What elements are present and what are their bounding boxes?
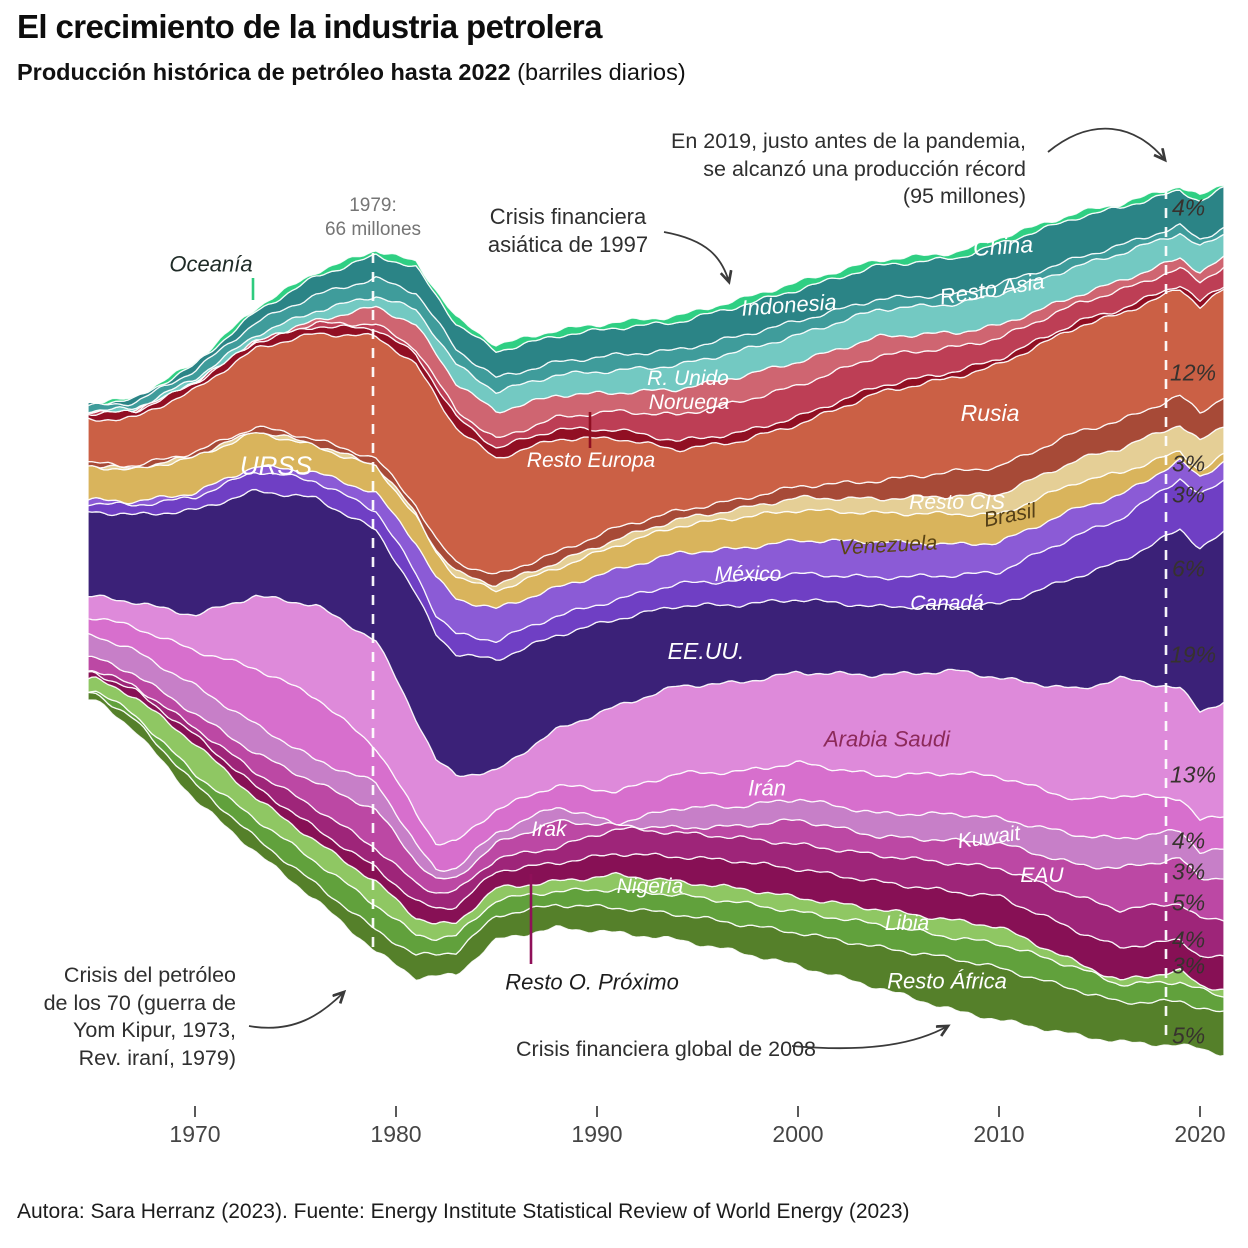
percent-label-12-resto-frica: 5% [1172, 1022, 1206, 1049]
annotation-arrow-record-2019 [1047, 127, 1165, 160]
header: El crecimiento de la industria petrolera… [17, 8, 1227, 86]
x-axis-label-2010: 2010 [973, 1121, 1025, 1147]
percent-label-3-brasil: 3% [1172, 481, 1206, 508]
x-axis-label-1970: 1970 [169, 1121, 221, 1147]
annotation-arrow-crisis-70 [248, 992, 344, 1029]
percent-label-7-ir-n: 4% [1172, 827, 1206, 854]
annotation-record-2019: En 2019, justo antes de la pandemia, se a… [670, 129, 1026, 209]
percent-label-5-ee-uu-: 19% [1170, 641, 1217, 668]
annotation-peak-1979: 1979: 66 millones [324, 195, 422, 241]
x-axis-label-1980: 1980 [370, 1121, 422, 1147]
footer-credit: Autora: Sara Herranz (2023). Fuente: Ene… [17, 1200, 910, 1223]
percent-label-2-resto-cis: 3% [1172, 450, 1206, 477]
x-axis-label-2020: 2020 [1174, 1121, 1226, 1147]
subtitle-bold: Producción histórica de petróleo hasta 2… [17, 59, 511, 85]
annotation-arrow-crisis-2008 [791, 1026, 948, 1050]
x-axis-label-2000: 2000 [772, 1121, 824, 1147]
percent-label-6-arabia-saudi: 13% [1170, 761, 1217, 788]
page-title: El crecimiento de la industria petrolera [17, 8, 602, 45]
annotation-arrow-crisis-asiatica [663, 231, 729, 282]
percent-label-4-canad-: 6% [1172, 555, 1206, 582]
page-subtitle: Producción histórica de petróleo hasta 2… [17, 59, 1227, 86]
x-axis-label-1990: 1990 [571, 1121, 623, 1147]
percent-label-0-china: 4% [1172, 194, 1206, 221]
percent-label-11-resto-o-pr-ximo: 3% [1172, 952, 1206, 979]
percent-label-9-irak: 5% [1172, 889, 1206, 916]
annotation-crisis-70: Crisis del petróleo de los 70 (guerra de Y… [43, 963, 236, 1070]
percent-label-8-kuwait: 3% [1172, 858, 1206, 885]
subtitle-units: (barriles diarios) [510, 59, 686, 85]
band-oceania [87, 184, 1225, 406]
percent-label-1-rusia: 12% [1170, 359, 1217, 386]
percent-label-10-eau: 4% [1172, 926, 1206, 953]
annotation-crisis-asiatica: Crisis financiera asiática de 1997 [487, 204, 649, 258]
annotation-crisis-2008: Crisis financiera global de 2008 [516, 1037, 816, 1061]
